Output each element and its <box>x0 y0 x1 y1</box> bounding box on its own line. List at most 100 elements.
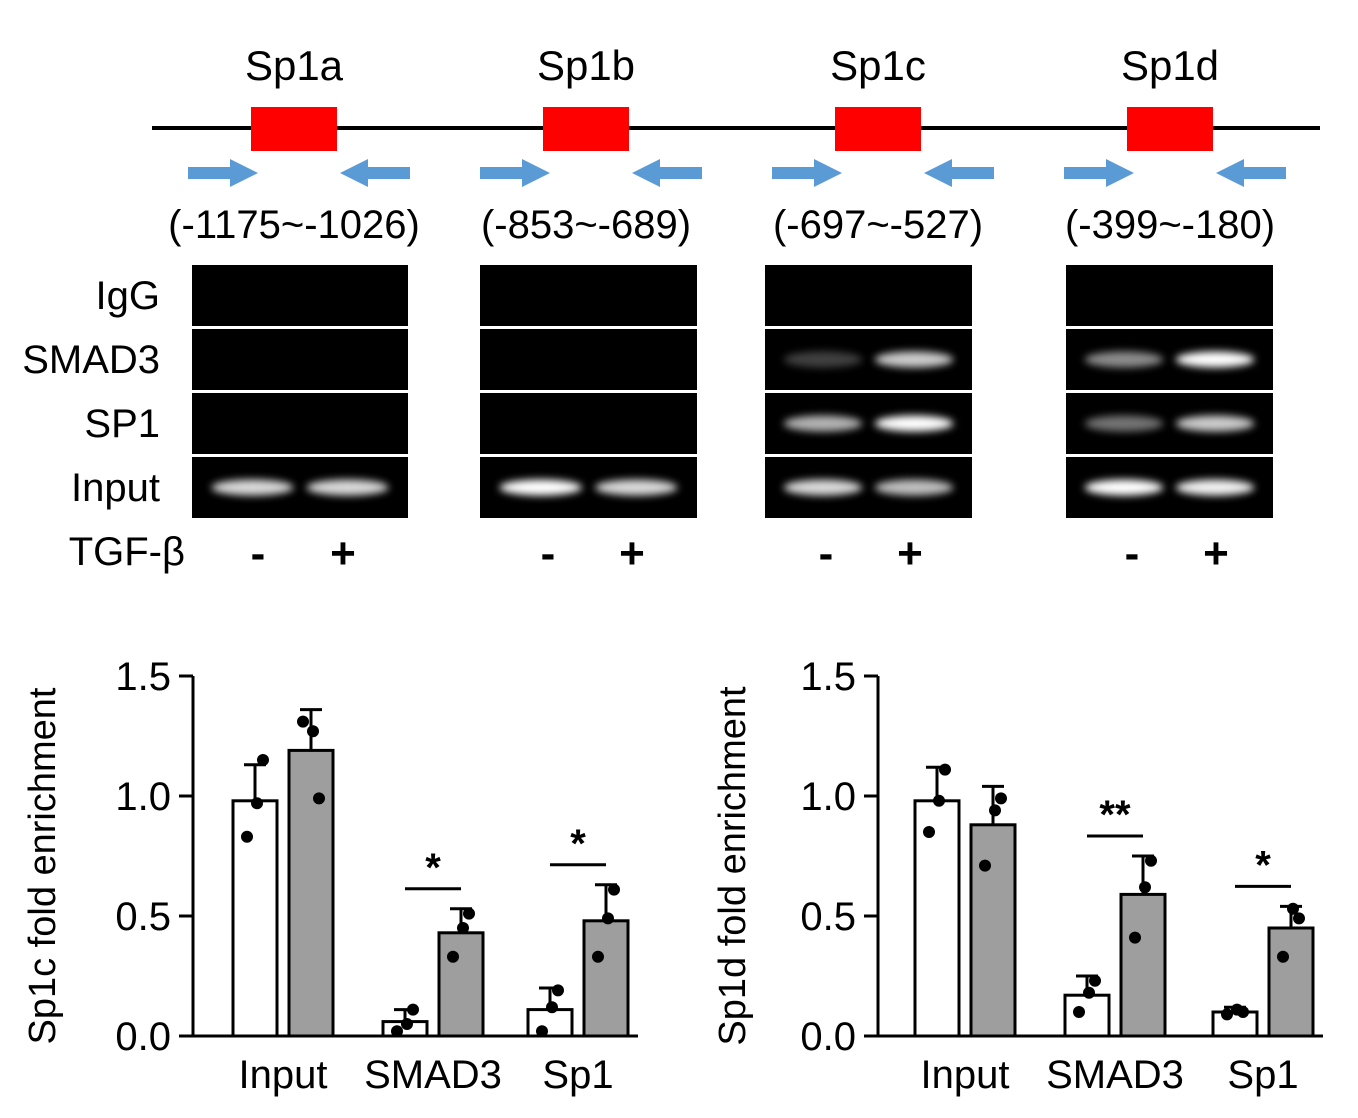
data-point <box>923 826 935 838</box>
treatment-label: TGF-β <box>69 530 185 574</box>
binding-site-box <box>251 107 337 151</box>
reverse-primer-arrow-icon <box>340 159 410 187</box>
data-point <box>1293 912 1305 925</box>
bar <box>526 1008 574 1038</box>
gel-band <box>595 479 678 496</box>
gel-lane-panel <box>192 265 408 326</box>
bar <box>231 799 279 1038</box>
data-point <box>989 804 1001 817</box>
reverse-primer-arrow-icon <box>1216 159 1286 187</box>
gel-band <box>1175 351 1255 368</box>
gel-lane-panel <box>1066 265 1273 326</box>
data-point <box>546 1001 558 1014</box>
data-point <box>401 1018 413 1030</box>
data-point <box>1145 854 1157 867</box>
gel-band <box>1175 479 1255 496</box>
treatment-mark: + <box>330 529 356 578</box>
gel-band <box>1084 479 1164 496</box>
data-point <box>257 754 269 766</box>
data-point <box>1139 881 1151 894</box>
binding-site-box <box>1127 107 1213 151</box>
data-point <box>602 912 614 925</box>
gel-band <box>783 415 863 432</box>
data-point <box>297 715 309 728</box>
gel-band <box>874 351 954 368</box>
y-axis-label: Sp1d fold enrichment <box>712 686 754 1046</box>
treatment-mark: + <box>1203 529 1229 578</box>
forward-primer-arrow-icon <box>188 159 258 187</box>
site-label: Sp1b <box>537 42 635 89</box>
site-range-label: (-1175~-1026) <box>168 203 420 247</box>
bar <box>1267 926 1315 1038</box>
forward-primer-arrow-icon <box>772 159 842 187</box>
site-label: Sp1a <box>245 42 344 89</box>
site-label: Sp1c <box>830 42 926 89</box>
bar-charts: 0.0 0.5 1.0 1.5 Sp1c fold enrichment Input SMA… <box>22 655 1323 1097</box>
bar <box>582 919 630 1038</box>
treatment-mark: + <box>619 529 645 578</box>
forward-primer-arrow-icon <box>480 159 550 187</box>
data-point <box>457 922 469 934</box>
bar <box>913 799 961 1038</box>
bar <box>287 748 335 1038</box>
gel-lane-panel <box>480 393 697 454</box>
y-tick-label: 0.5 <box>800 895 856 939</box>
gel-band <box>874 479 954 496</box>
treatment-mark: - <box>1125 529 1140 578</box>
treatment-mark: + <box>897 529 923 578</box>
binding-site-box <box>835 107 921 151</box>
data-point <box>1287 902 1299 915</box>
data-point <box>1083 986 1095 999</box>
y-tick-label: 1.5 <box>800 655 856 699</box>
gel-row-label: IgG <box>96 274 160 318</box>
significance-mark: ** <box>1099 793 1131 837</box>
bar-chart-2: 0.0 0.5 1.0 1.5 Sp1d fold enrichment Input SMA… <box>712 655 1323 1097</box>
y-tick-label: 1.0 <box>800 775 856 819</box>
gel-band <box>874 415 954 432</box>
data-point <box>979 859 991 872</box>
gel-lane-panel <box>480 265 697 326</box>
site-range-label: (-399~-180) <box>1065 203 1275 247</box>
gel-band <box>1175 415 1255 432</box>
reverse-primer-arrow-icon <box>632 159 702 187</box>
site-range-label: (-853~-689) <box>481 203 691 247</box>
gel-lane-panel <box>480 329 697 390</box>
bar <box>1063 993 1111 1038</box>
gel-band <box>306 479 389 496</box>
bar <box>969 823 1017 1038</box>
gel-row-label: Input <box>71 466 160 510</box>
gel-panels: IgG SMAD3 SP1 Input TGF-β - + - + - + - + <box>22 265 1273 578</box>
bar <box>1119 892 1167 1038</box>
gel-band <box>211 479 294 496</box>
x-category-label: Input <box>239 1053 328 1097</box>
data-point <box>1231 1003 1243 1016</box>
data-point <box>608 883 620 896</box>
data-point <box>313 792 325 805</box>
data-point <box>241 830 253 843</box>
treatment-mark: - <box>819 529 834 578</box>
data-point <box>407 1003 419 1016</box>
significance-mark: * <box>1255 843 1271 887</box>
reverse-primer-arrow-icon <box>924 159 994 187</box>
data-point <box>552 984 564 997</box>
data-point <box>1089 974 1101 987</box>
gel-band <box>783 479 863 496</box>
gel-lane-panel <box>192 393 408 454</box>
data-point <box>592 950 604 963</box>
significance-mark: * <box>570 822 586 866</box>
data-point <box>536 1025 548 1038</box>
gel-band <box>499 479 582 496</box>
data-point <box>1221 1008 1233 1021</box>
data-point <box>939 763 951 776</box>
gel-band <box>1084 351 1164 368</box>
gel-lane-panel <box>765 265 972 326</box>
y-tick-label: 1.5 <box>115 655 171 699</box>
treatment-mark: - <box>251 529 266 578</box>
bar <box>1211 1010 1259 1038</box>
x-category-label: Sp1 <box>542 1053 613 1097</box>
x-category-label: Sp1 <box>1227 1053 1298 1097</box>
data-point <box>995 792 1007 805</box>
gel-row-label: SMAD3 <box>22 338 160 382</box>
binding-site-box <box>543 107 629 151</box>
